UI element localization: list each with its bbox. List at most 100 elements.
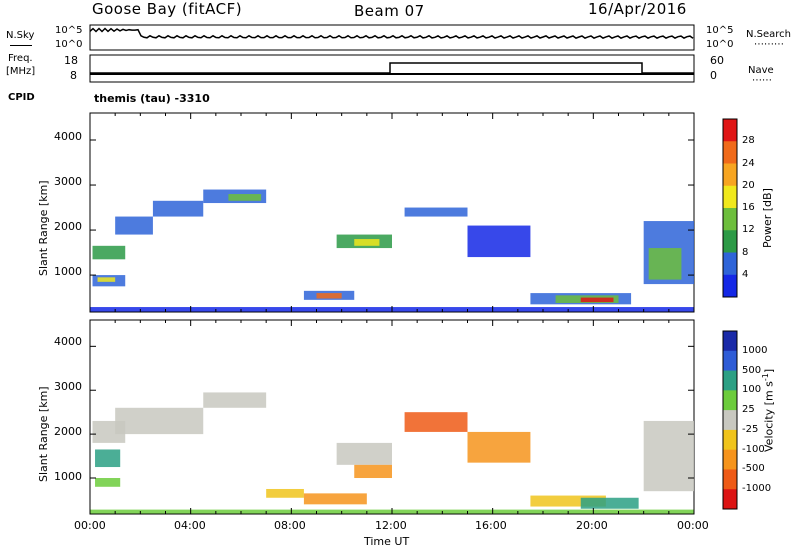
noise-search-label: N.Search — [746, 29, 792, 40]
velocity-echo-patch — [643, 420, 694, 492]
axes — [89, 113, 695, 514]
power-echo-patch — [648, 248, 682, 280]
velocity-echo-patch — [580, 497, 639, 509]
colorbar-tick-label: 500 — [742, 364, 762, 376]
power-echo-patch — [152, 200, 204, 217]
velocity-echo-patch — [266, 488, 304, 498]
colorbar-tick-label: -25 — [742, 423, 759, 435]
power-colorbar-label: Power [dB] — [761, 188, 774, 248]
xtick-5: 20:00 — [576, 519, 608, 532]
colorbar-tick-label: 25 — [742, 404, 755, 416]
vel-ytick-3000: 3000 — [54, 380, 82, 393]
noise-tick-top-left: 10^5 — [55, 25, 83, 36]
velocity-echo-patch — [95, 449, 121, 468]
velocity-echo-patch — [404, 412, 468, 432]
colorbar-segment — [723, 274, 737, 298]
colorbar-tick-label: 20 — [742, 179, 755, 191]
colorbar-segment — [723, 370, 737, 391]
colorbar-segment — [723, 350, 737, 372]
noise-tick-bottom-right: 10^0 — [706, 39, 734, 50]
power-ylabel: Slant Range [km] — [37, 180, 50, 276]
xtick-2: 08:00 — [274, 519, 306, 532]
colorbar-segment — [723, 119, 737, 142]
power-ytick-4000: 4000 — [54, 130, 82, 143]
power-echo-patch — [316, 293, 342, 299]
velocity-echo-patch — [336, 442, 392, 465]
vel-ytick-2000: 2000 — [54, 425, 82, 438]
colorbar-tick-label: 12 — [742, 224, 755, 236]
velocity-echo-patch — [95, 478, 121, 487]
noise-sky-label: N.Sky — [6, 30, 35, 41]
colorbar-segment — [723, 449, 737, 470]
noise-panel-frame — [89, 24, 695, 51]
xtick-6: 00:00 — [677, 519, 709, 532]
colorbar-segment — [723, 429, 737, 451]
colorbar-segment — [723, 390, 737, 411]
xtick-1: 04:00 — [174, 519, 206, 532]
colorbar-segment — [723, 163, 737, 187]
velocity-echo-patch — [530, 495, 606, 507]
velocity-echo-patch — [115, 407, 204, 435]
power-echo-patch — [404, 207, 468, 217]
power-echo-patch — [467, 225, 531, 258]
colorbar-segment — [723, 141, 737, 164]
xtick-4: 16:00 — [475, 519, 507, 532]
colorbar-tick-label: -100 — [742, 443, 765, 455]
velocity-ylabel: Slant Range [km] — [37, 386, 50, 482]
nave-tick-top: 60 — [710, 54, 724, 67]
power-echo-patch — [228, 194, 262, 201]
colorbar-tick-label: 8 — [742, 246, 749, 258]
colorbar-tick-label: 28 — [742, 135, 755, 147]
colorbar-tick-label: 100 — [742, 384, 762, 396]
velocity-colorbar-label-sup: -1 — [761, 373, 770, 382]
noise-sky-legend-line — [10, 45, 32, 46]
freq-label-bottom: [MHz] — [6, 66, 36, 77]
nave-tick-bottom: 0 — [710, 69, 717, 82]
power-ytick-2000: 2000 — [54, 220, 82, 233]
colorbar-tick-label: 4 — [742, 268, 749, 280]
freq-panel-frame — [89, 54, 695, 83]
colorbar-frame — [722, 118, 738, 298]
noise-panel — [89, 24, 695, 51]
velocity-echo-patch — [203, 392, 267, 408]
power-echo-patch — [92, 245, 126, 260]
power-ytick-1000: 1000 — [54, 265, 82, 278]
xaxis-label: Time UT — [364, 535, 410, 548]
colorbar-tick-label: -1000 — [742, 483, 772, 495]
colorbar-segment — [723, 208, 737, 231]
xtick-3: 12:00 — [375, 519, 407, 532]
colorbar-segment — [723, 185, 737, 209]
nave-legend-dots: ⋯⋯ — [752, 75, 772, 86]
power-panel — [89, 112, 695, 313]
vel-ytick-4000: 4000 — [54, 335, 82, 348]
nave-trace — [90, 62, 694, 74]
colorbar-tick-label: 16 — [742, 202, 755, 213]
colorbar-tick-label: 24 — [742, 157, 755, 169]
cpid-label: CPID — [8, 92, 35, 103]
xtick-0: 00:00 — [74, 519, 106, 532]
velocity-echo-patch — [303, 493, 367, 505]
velocity-colorbar-label-main: Velocity [m s — [762, 381, 776, 452]
power-colorbar — [722, 118, 738, 298]
velocity-echo-patch — [467, 431, 531, 463]
nave-label: Nave — [748, 65, 774, 76]
noise-search-legend-dots: ⋯⋯⋯ — [754, 39, 784, 50]
velocity-colorbar-label-end: ] — [762, 368, 776, 374]
vel-ytick-1000: 1000 — [54, 470, 82, 483]
power-echo-patch — [580, 297, 614, 303]
colorbar-segment — [723, 331, 737, 352]
colorbar-tick-label: -500 — [742, 463, 765, 475]
power-echo-patch — [354, 239, 380, 246]
noise-tick-top-right: 10^5 — [706, 25, 734, 36]
power-echo-patch — [115, 216, 153, 235]
colorbar-frame — [722, 330, 738, 510]
velocity-colorbar — [722, 330, 738, 510]
colorbar-segment — [723, 410, 737, 431]
date-title: 16/Apr/2016 — [588, 0, 687, 18]
beam-title: Beam 07 — [354, 2, 425, 20]
colorbar-segment — [723, 469, 737, 490]
colorbar-segment — [723, 489, 737, 510]
colorbar-tick-label: 1000 — [742, 344, 768, 356]
freq-tick-bottom: 8 — [70, 69, 77, 82]
